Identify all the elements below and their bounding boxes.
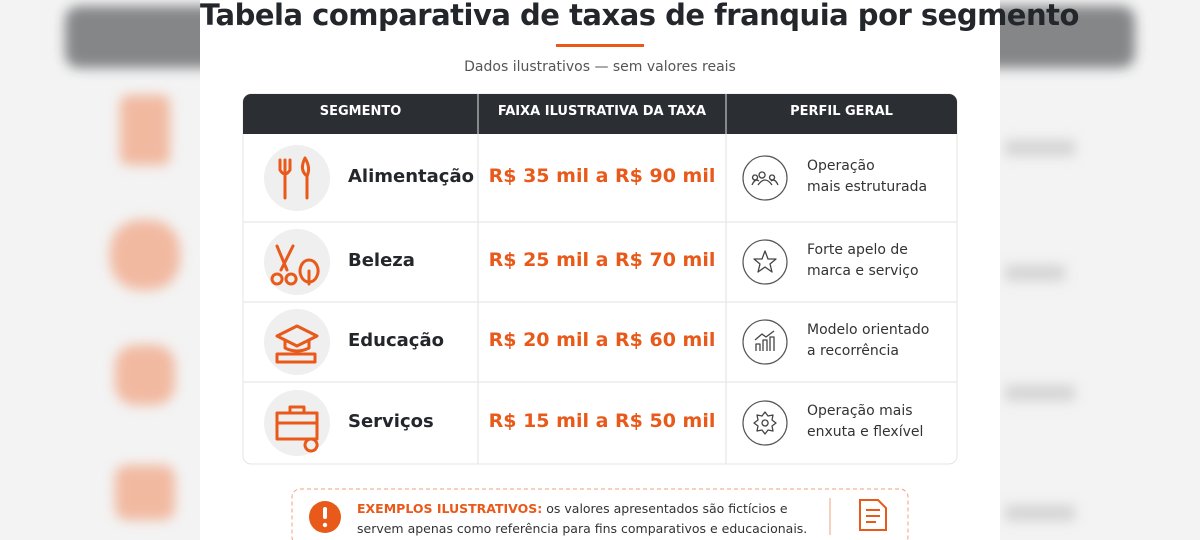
icon bbox=[742, 239, 788, 285]
icon bbox=[742, 319, 788, 365]
fee-range: R$ 20 mil a R$ 60 mil bbox=[488, 329, 716, 351]
column-header: SEGMENTO bbox=[319, 104, 402, 119]
icon bbox=[264, 229, 330, 295]
segment-name: Serviços bbox=[348, 411, 434, 432]
segment-name: Educação bbox=[348, 330, 444, 351]
table-lines bbox=[243, 94, 957, 464]
note-text: os valores apresentados são fictícios e … bbox=[357, 501, 808, 536]
icon bbox=[753, 250, 777, 273]
profile-line: enxuta e flexível bbox=[807, 424, 924, 440]
profile-line: Operação bbox=[807, 158, 875, 174]
column-header: PERFIL GERAL bbox=[790, 104, 893, 119]
profile-line: Operação mais bbox=[807, 403, 913, 419]
icon bbox=[754, 330, 775, 351]
profile-line: mais estruturada bbox=[807, 179, 928, 195]
segment-name: Alimentação bbox=[348, 166, 474, 187]
fee-range: R$ 15 mil a R$ 50 mil bbox=[488, 410, 716, 432]
profile: Modelo orientado a recorrência bbox=[807, 320, 947, 362]
profile: Operação mais estruturada bbox=[807, 156, 947, 198]
icon bbox=[264, 145, 330, 211]
icon bbox=[264, 309, 330, 375]
table-header bbox=[243, 94, 957, 134]
profile-line: a recorrência bbox=[807, 343, 899, 359]
icon bbox=[275, 405, 319, 453]
note: EXEMPLOS ILUSTRATIVOS: os valores aprese… bbox=[357, 499, 827, 539]
note-label: EXEMPLOS ILUSTRATIVOS: bbox=[357, 501, 543, 516]
profile-line: Modelo orientado bbox=[807, 322, 930, 338]
note-box bbox=[291, 488, 909, 540]
icon bbox=[275, 324, 319, 364]
icon bbox=[270, 244, 320, 286]
icon bbox=[742, 400, 788, 446]
column-header: FAIXA ILUSTRATIVA DA TAXA bbox=[497, 104, 707, 119]
icon bbox=[278, 156, 311, 200]
profile: Forte apelo de marca e serviço bbox=[807, 240, 947, 282]
title-underline bbox=[556, 44, 644, 47]
icon bbox=[753, 411, 777, 435]
row-icons bbox=[264, 145, 788, 456]
segment-name: Beleza bbox=[348, 250, 415, 271]
warning-icon bbox=[322, 522, 328, 528]
profile: Operação mais enxuta e flexível bbox=[807, 401, 947, 443]
fee-range: R$ 35 mil a R$ 90 mil bbox=[488, 165, 716, 187]
title: Tabela comparativa de taxas de franquia … bbox=[200, 0, 1079, 32]
profile-line: Forte apelo de bbox=[807, 242, 908, 258]
icon bbox=[742, 155, 788, 201]
warning-icon bbox=[323, 507, 327, 519]
icon bbox=[751, 171, 779, 186]
fee-range: R$ 25 mil a R$ 70 mil bbox=[488, 249, 716, 271]
subtitle: Dados ilustrativos — sem valores reais bbox=[464, 59, 736, 75]
document-icon bbox=[859, 499, 887, 531]
profile-line: marca e serviço bbox=[807, 263, 919, 279]
